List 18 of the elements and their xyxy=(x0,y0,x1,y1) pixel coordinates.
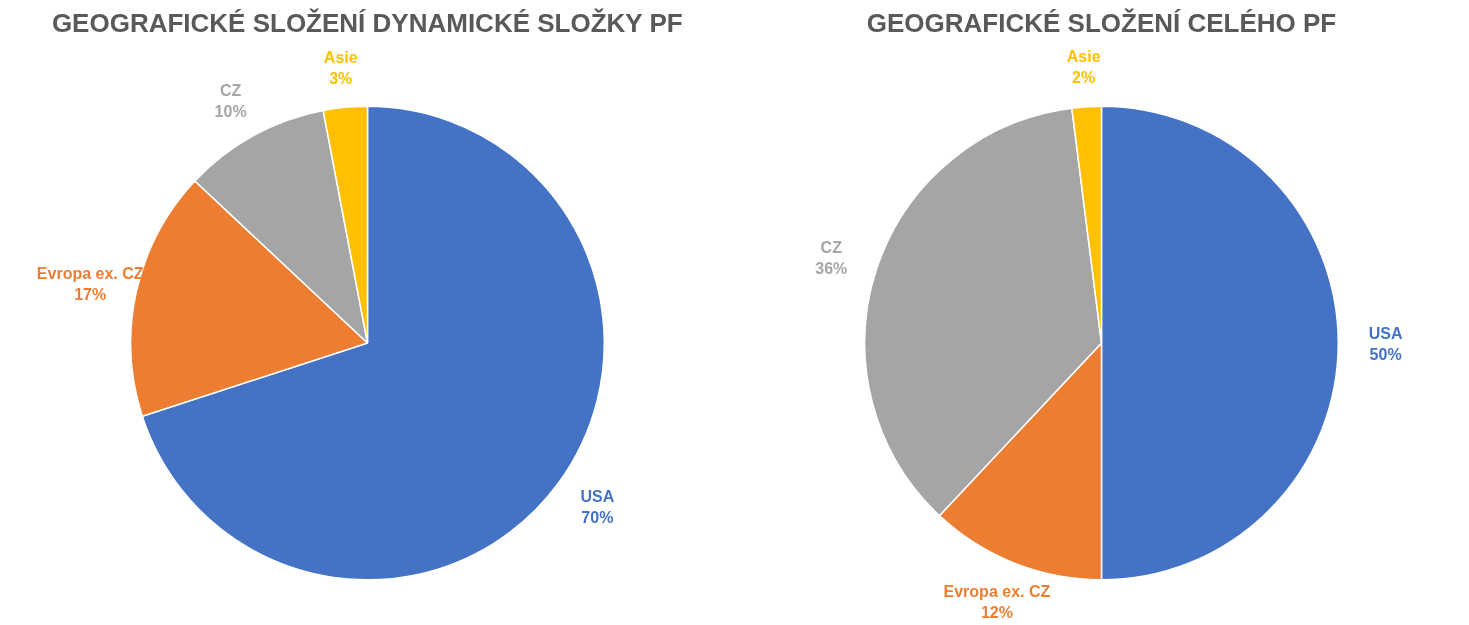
chart-title: GEOGRAFICKÉ SLOŽENÍ DYNAMICKÉ SLOŽKY PF xyxy=(51,7,683,38)
slice-label: Asie xyxy=(323,48,358,66)
slice-label: Evropa ex. CZ xyxy=(943,583,1051,601)
slice-label: CZ xyxy=(219,81,242,99)
data-label: 36% xyxy=(815,260,848,278)
slice-label: Evropa ex. CZ xyxy=(36,264,144,282)
data-label: 17% xyxy=(74,285,107,303)
slice-label: Asie xyxy=(1066,48,1101,66)
data-label: 3% xyxy=(329,69,353,87)
data-label: 10% xyxy=(214,102,247,120)
data-label: 50% xyxy=(1369,346,1402,364)
slice-label: USA xyxy=(1368,325,1403,343)
data-label: 70% xyxy=(581,509,614,527)
slice-label: CZ xyxy=(820,239,843,257)
chart-title: GEOGRAFICKÉ SLOŽENÍ CELÉHO PF xyxy=(866,7,1337,38)
data-label: 2% xyxy=(1072,69,1096,87)
slice-label: USA xyxy=(580,488,615,506)
data-label: 12% xyxy=(980,604,1013,622)
